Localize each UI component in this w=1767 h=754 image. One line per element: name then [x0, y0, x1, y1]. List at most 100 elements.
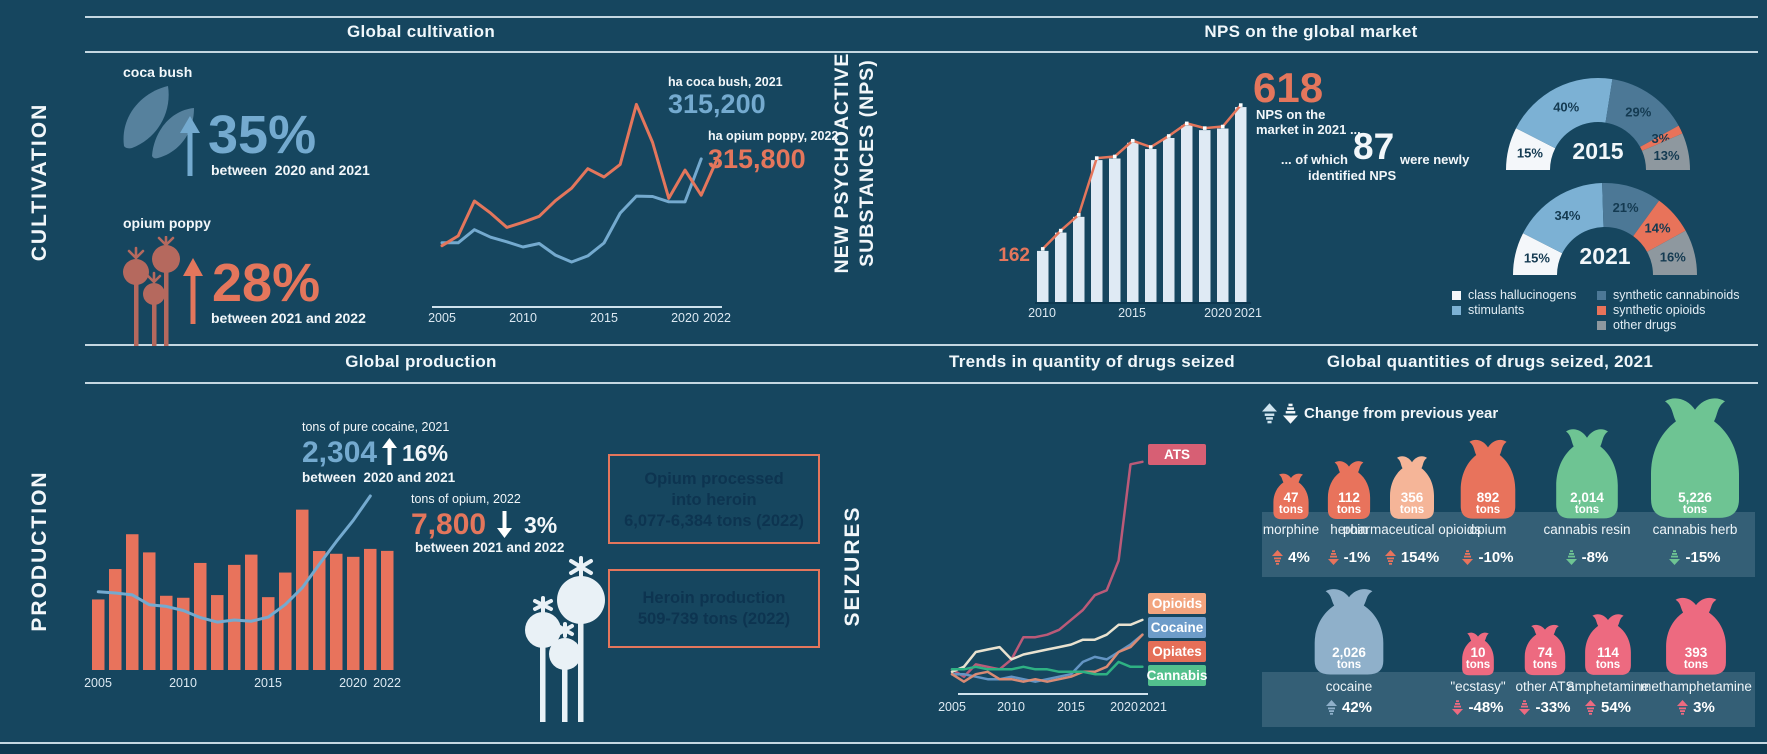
up-change-arrow-icon — [1272, 550, 1284, 565]
seizures-axis — [958, 693, 1148, 695]
bag-tons-unit: tons — [1278, 504, 1304, 516]
x-tick: 2015 — [254, 676, 282, 690]
seized-bag-icon — [1273, 473, 1309, 520]
legend-swatch-icon — [1597, 305, 1606, 315]
up-change-arrow-icon — [1262, 403, 1277, 424]
bag-tons-value: 2,026 tons — [1304, 646, 1394, 672]
donut-segment-pct: 15% — [1517, 146, 1543, 161]
bag-change-pct: -15% — [1685, 549, 1721, 566]
series-chip-cocaine: Cocaine — [1148, 617, 1206, 638]
nps-donut-2021-label: 2021 — [1579, 243, 1631, 269]
x-tick: 2005 — [938, 700, 966, 714]
header-global-seized: Global quantities of drugs seized, 2021 — [1326, 352, 1654, 371]
bag-tons-value: 393 tons — [1651, 646, 1741, 672]
poppy-pct-value: 28% — [212, 253, 321, 313]
nps-donut-2015: 15%40% 29%3%13% — [1506, 78, 1690, 170]
bag-name: other ATS — [1515, 679, 1575, 694]
nps-bar-chart — [1035, 103, 1251, 304]
opium-production-pct: 3% — [524, 512, 558, 538]
x-tick: 2010 — [1028, 306, 1056, 320]
bag-tons-unit: tons — [1682, 504, 1708, 516]
x-tick: 2022 — [703, 311, 731, 325]
legend-label: stimulants — [1468, 303, 1525, 317]
bag-change-pct: 4% — [1288, 549, 1310, 566]
bag-change: 54% — [1560, 699, 1656, 716]
top-rule-lower — [85, 51, 1758, 53]
footer-rule — [0, 742, 1767, 744]
cultivation-axis — [432, 306, 722, 308]
x-tick: 2015 — [1118, 306, 1146, 320]
bag-tons-unit: tons — [1475, 504, 1501, 516]
side-label-production: PRODUCTION — [28, 470, 51, 632]
nps-donut-2021: 15% 34% 21% 14% 16% — [1513, 183, 1697, 275]
header-seizure-trends: Trends in quantity of drugs seized — [948, 352, 1235, 371]
x-tick: 2005 — [428, 311, 456, 325]
bag-tons-value: 114 tons — [1563, 646, 1653, 672]
down-change-arrow-icon — [1452, 700, 1464, 715]
donut-segment-pct: 14% — [1644, 221, 1670, 236]
bag-change-pct: -33% — [1535, 699, 1571, 716]
seized-bag-icon — [1651, 398, 1739, 518]
bag-tons-unit: tons — [1574, 504, 1600, 516]
mid-rule-lower — [85, 382, 1758, 384]
header-global-production: Global production — [345, 352, 497, 371]
down-change-arrow-icon — [1327, 550, 1339, 565]
opium-production-value: 7,800 — [411, 508, 487, 541]
coca-annotation-value: 315,200 — [668, 89, 766, 119]
donut-segment-pct: 13% — [1654, 148, 1680, 163]
side-label-nps-line2: SUBSTANCES (NPS) — [856, 59, 878, 267]
coca-pct-caption: between 2020 and 2021 — [211, 162, 370, 178]
nps-newly-prefix: ... of which — [1280, 152, 1348, 167]
bag-tons-unit: tons — [1399, 504, 1425, 516]
footer-strip — [0, 744, 1767, 754]
bag-tons-unit: tons — [1336, 659, 1362, 671]
opium-heroin-box-line3: 6,077-6,384 tons (2022) — [624, 512, 804, 530]
nps-legend-item: class hallucinogens — [1452, 288, 1576, 302]
legend-label: class hallucinogens — [1468, 288, 1577, 302]
mid-rule-upper — [85, 344, 1758, 346]
bag-tons-unit: tons — [1465, 659, 1491, 671]
donut-segment-pct: 34% — [1554, 208, 1580, 223]
bag-tons-value: 47 tons — [1246, 491, 1336, 517]
seized-bag-icon — [1524, 624, 1566, 676]
up-change-arrow-icon — [1384, 550, 1396, 565]
bag-change: 42% — [1301, 699, 1397, 716]
bag-tons-number: 393 — [1684, 645, 1708, 660]
x-tick: 2010 — [509, 311, 537, 325]
bag-tons-number: 114 — [1597, 645, 1619, 660]
opium-heroin-box-line1: Opium processed — [644, 470, 784, 488]
seized-bag-icon — [1460, 439, 1516, 519]
cocaine-production-value: 2,304 — [302, 436, 378, 469]
opium-production-label: tons of opium, 2022 — [411, 492, 521, 506]
legend-swatch-icon — [1452, 290, 1461, 300]
legend-label: synthetic cannabinoids — [1613, 288, 1740, 302]
poppy-pct-caption: between 2021 and 2022 — [211, 310, 366, 326]
poppy-annotation-label: ha opium poppy, 2022 — [708, 129, 839, 143]
down-change-arrow-icon — [1565, 550, 1577, 565]
x-tick: 2020 — [339, 676, 367, 690]
coca-annotation-label: ha coca bush, 2021 — [668, 75, 783, 89]
bag-tons-number: 5,226 — [1678, 490, 1712, 505]
bag-change-pct: -48% — [1468, 699, 1504, 716]
x-tick: 2010 — [997, 700, 1025, 714]
header-nps-market: NPS on the global market — [1204, 22, 1418, 41]
bag-tons-unit: tons — [1683, 659, 1709, 671]
seized-bag-icon — [1556, 429, 1618, 519]
seized-bag-icon — [1462, 632, 1494, 676]
nps-newly-suffix: were newly — [1400, 152, 1470, 167]
bag-change-pct: -8% — [1581, 549, 1609, 566]
x-tick: 2020 — [671, 311, 699, 325]
bag-change: 154% — [1364, 549, 1460, 566]
bag-name: "ecstasy" — [1450, 679, 1506, 694]
seized-row1-band — [1262, 512, 1755, 577]
opium-poppy-label: opium poppy — [123, 215, 211, 231]
bag-tons-number: 10 — [1470, 645, 1486, 660]
down-change-arrow-icon — [1669, 550, 1681, 565]
bag-tons-number: 47 — [1283, 490, 1299, 505]
series-chip-ats: ATS — [1148, 444, 1206, 465]
donut-segment-pct: 16% — [1660, 250, 1686, 265]
legend-swatch-icon — [1597, 290, 1606, 300]
bag-change-pct: 42% — [1341, 699, 1373, 716]
nps-newly-value: 87 — [1353, 126, 1395, 167]
change-legend-arrows-icon — [1262, 403, 1298, 424]
